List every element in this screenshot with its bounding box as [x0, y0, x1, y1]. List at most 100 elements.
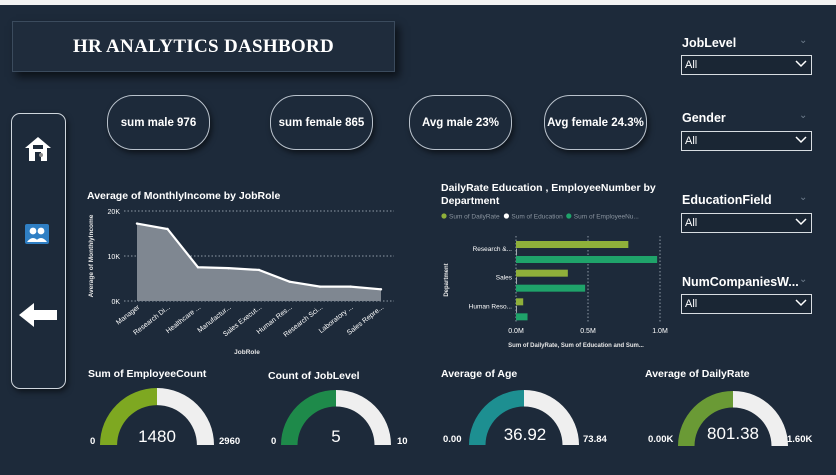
bar-chart[interactable]: Sum of DailyRate, Sum of Education and S…: [438, 210, 670, 355]
people-icon: [25, 224, 49, 244]
bar-y-axis-label: Department: [444, 263, 450, 296]
gauge-min: 0.00K: [648, 434, 674, 445]
gauge-title: Average of Age: [441, 368, 518, 380]
chevron-down-icon[interactable]: ⌄: [799, 274, 808, 285]
chevron-down-icon: [795, 60, 807, 68]
gauge-age[interactable]: [467, 385, 581, 447]
gauge-value: 801.38: [707, 424, 759, 443]
slicer-label-numcompanies: NumCompaniesW...: [682, 275, 799, 289]
area-fill: [137, 223, 381, 301]
kpi-label: Avg male 23%: [422, 116, 499, 129]
bar[interactable]: [516, 269, 568, 277]
gauge-value: 1480: [138, 427, 176, 446]
kpi-avg-male: Avg male 23%: [409, 95, 512, 150]
kpi-label: sum male 976: [120, 116, 197, 129]
bar[interactable]: [516, 248, 517, 256]
bar[interactable]: [516, 256, 658, 263]
gauge-max: 1.60K: [787, 434, 813, 445]
slicer-label-gender: Gender: [682, 111, 726, 125]
data-point[interactable]: [196, 266, 200, 269]
gauge-min: 0: [90, 436, 96, 447]
legend-marker: [566, 213, 572, 219]
slicer-educationfield-dropdown[interactable]: All: [681, 213, 812, 233]
area-chart[interactable]: Average of MonthlyIncome JobRole 0K 10K 20…: [82, 203, 412, 360]
y-tick-label: 20K: [108, 209, 121, 216]
area-chart-title: Average of MonthlyIncome by JobRole: [87, 190, 281, 202]
data-point[interactable]: [288, 280, 291, 283]
bar[interactable]: [516, 305, 517, 313]
bar[interactable]: [516, 298, 524, 306]
bar[interactable]: [516, 284, 586, 292]
slicer-numcompanies-dropdown[interactable]: All: [681, 294, 812, 314]
y-tick-label: Human Reso...: [469, 303, 513, 310]
x-tick-label: 1.0M: [652, 328, 668, 335]
gauge-fill: [281, 390, 336, 445]
chevron-down-icon[interactable]: ⌄: [799, 110, 808, 121]
gauge-track: [336, 390, 391, 445]
gauge-max: 2960: [219, 436, 241, 447]
data-point[interactable]: [318, 285, 322, 288]
gauge-fill: [678, 391, 733, 446]
page-title: HR ANALYTICS DASHBORD: [72, 35, 335, 57]
gauge-daily-rate[interactable]: [676, 386, 790, 448]
people-button[interactable]: [22, 221, 52, 247]
data-point[interactable]: [349, 285, 352, 288]
x-tick-label: 0.0M: [508, 328, 524, 335]
kpi-sum-male: sum male 976: [107, 95, 210, 150]
gauge-job-level[interactable]: [279, 385, 393, 447]
y-tick-label: Research &...: [473, 246, 513, 253]
gauge-value: 5: [331, 427, 341, 446]
legend-label[interactable]: Sum of EmployeeNu...: [574, 214, 639, 221]
slicer-value: All: [685, 59, 698, 71]
gauge-title: Count of JobLevel: [268, 370, 360, 382]
kpi-avg-female: Avg female 24.3%: [544, 95, 647, 150]
data-point[interactable]: [135, 222, 139, 225]
gauge-max: 73.84: [583, 434, 607, 445]
bar-chart-title: DailyRate Education , EmployeeNumber by …: [441, 182, 656, 207]
gauge-title: Sum of EmployeeCount: [88, 368, 207, 380]
chevron-down-icon: [795, 136, 807, 144]
area-y-axis-label: Average of MonthlyIncome: [88, 214, 95, 297]
gauge-employee-count[interactable]: [98, 383, 216, 447]
legend-marker: [441, 213, 447, 219]
kpi-sum-female: sum female 865: [270, 95, 373, 150]
gauge-max: 10: [397, 436, 408, 447]
data-point[interactable]: [379, 288, 383, 291]
nav-panel: [11, 113, 66, 389]
gauge-track: [524, 390, 579, 445]
back-arrow-icon: [19, 303, 57, 327]
data-point[interactable]: [166, 227, 169, 231]
bar[interactable]: [516, 277, 517, 285]
back-button[interactable]: [16, 300, 60, 330]
gauge-fill: [469, 390, 524, 445]
gauge-min: 0.00: [443, 434, 462, 445]
gauge-title: Average of DailyRate: [645, 368, 750, 380]
gauge-fill: [100, 388, 157, 445]
chevron-down-icon[interactable]: ⌄: [799, 192, 808, 203]
home-button[interactable]: [20, 134, 56, 164]
kpi-label: sum female 865: [278, 116, 365, 129]
top-strip: [0, 0, 836, 5]
slicer-label-joblevel: JobLevel: [682, 36, 737, 50]
gauge-value: 36.92: [503, 425, 547, 444]
data-point[interactable]: [227, 266, 230, 270]
slicer-gender-dropdown[interactable]: All: [681, 131, 812, 151]
bar[interactable]: [516, 241, 629, 248]
y-tick-label: Sales: [496, 275, 513, 282]
slicer-joblevel-dropdown[interactable]: All: [681, 55, 812, 75]
area-x-axis-label: JobRole: [234, 349, 260, 356]
slicer-value: All: [685, 217, 698, 229]
slicer-value: All: [685, 298, 698, 310]
x-tick-label: Manager: [115, 304, 142, 327]
legend-marker: [503, 213, 509, 219]
chevron-down-icon: [795, 218, 807, 226]
bar[interactable]: [516, 313, 528, 321]
gauge-track: [733, 391, 788, 446]
legend-label[interactable]: Sum of DailyRate: [449, 214, 500, 221]
chevron-down-icon[interactable]: ⌄: [799, 35, 808, 46]
data-point[interactable]: [257, 268, 261, 272]
legend-label[interactable]: Sum of Education: [511, 214, 563, 221]
x-tick-label: 0.5M: [580, 328, 596, 335]
kpi-label: Avg female 24.3%: [547, 116, 644, 129]
